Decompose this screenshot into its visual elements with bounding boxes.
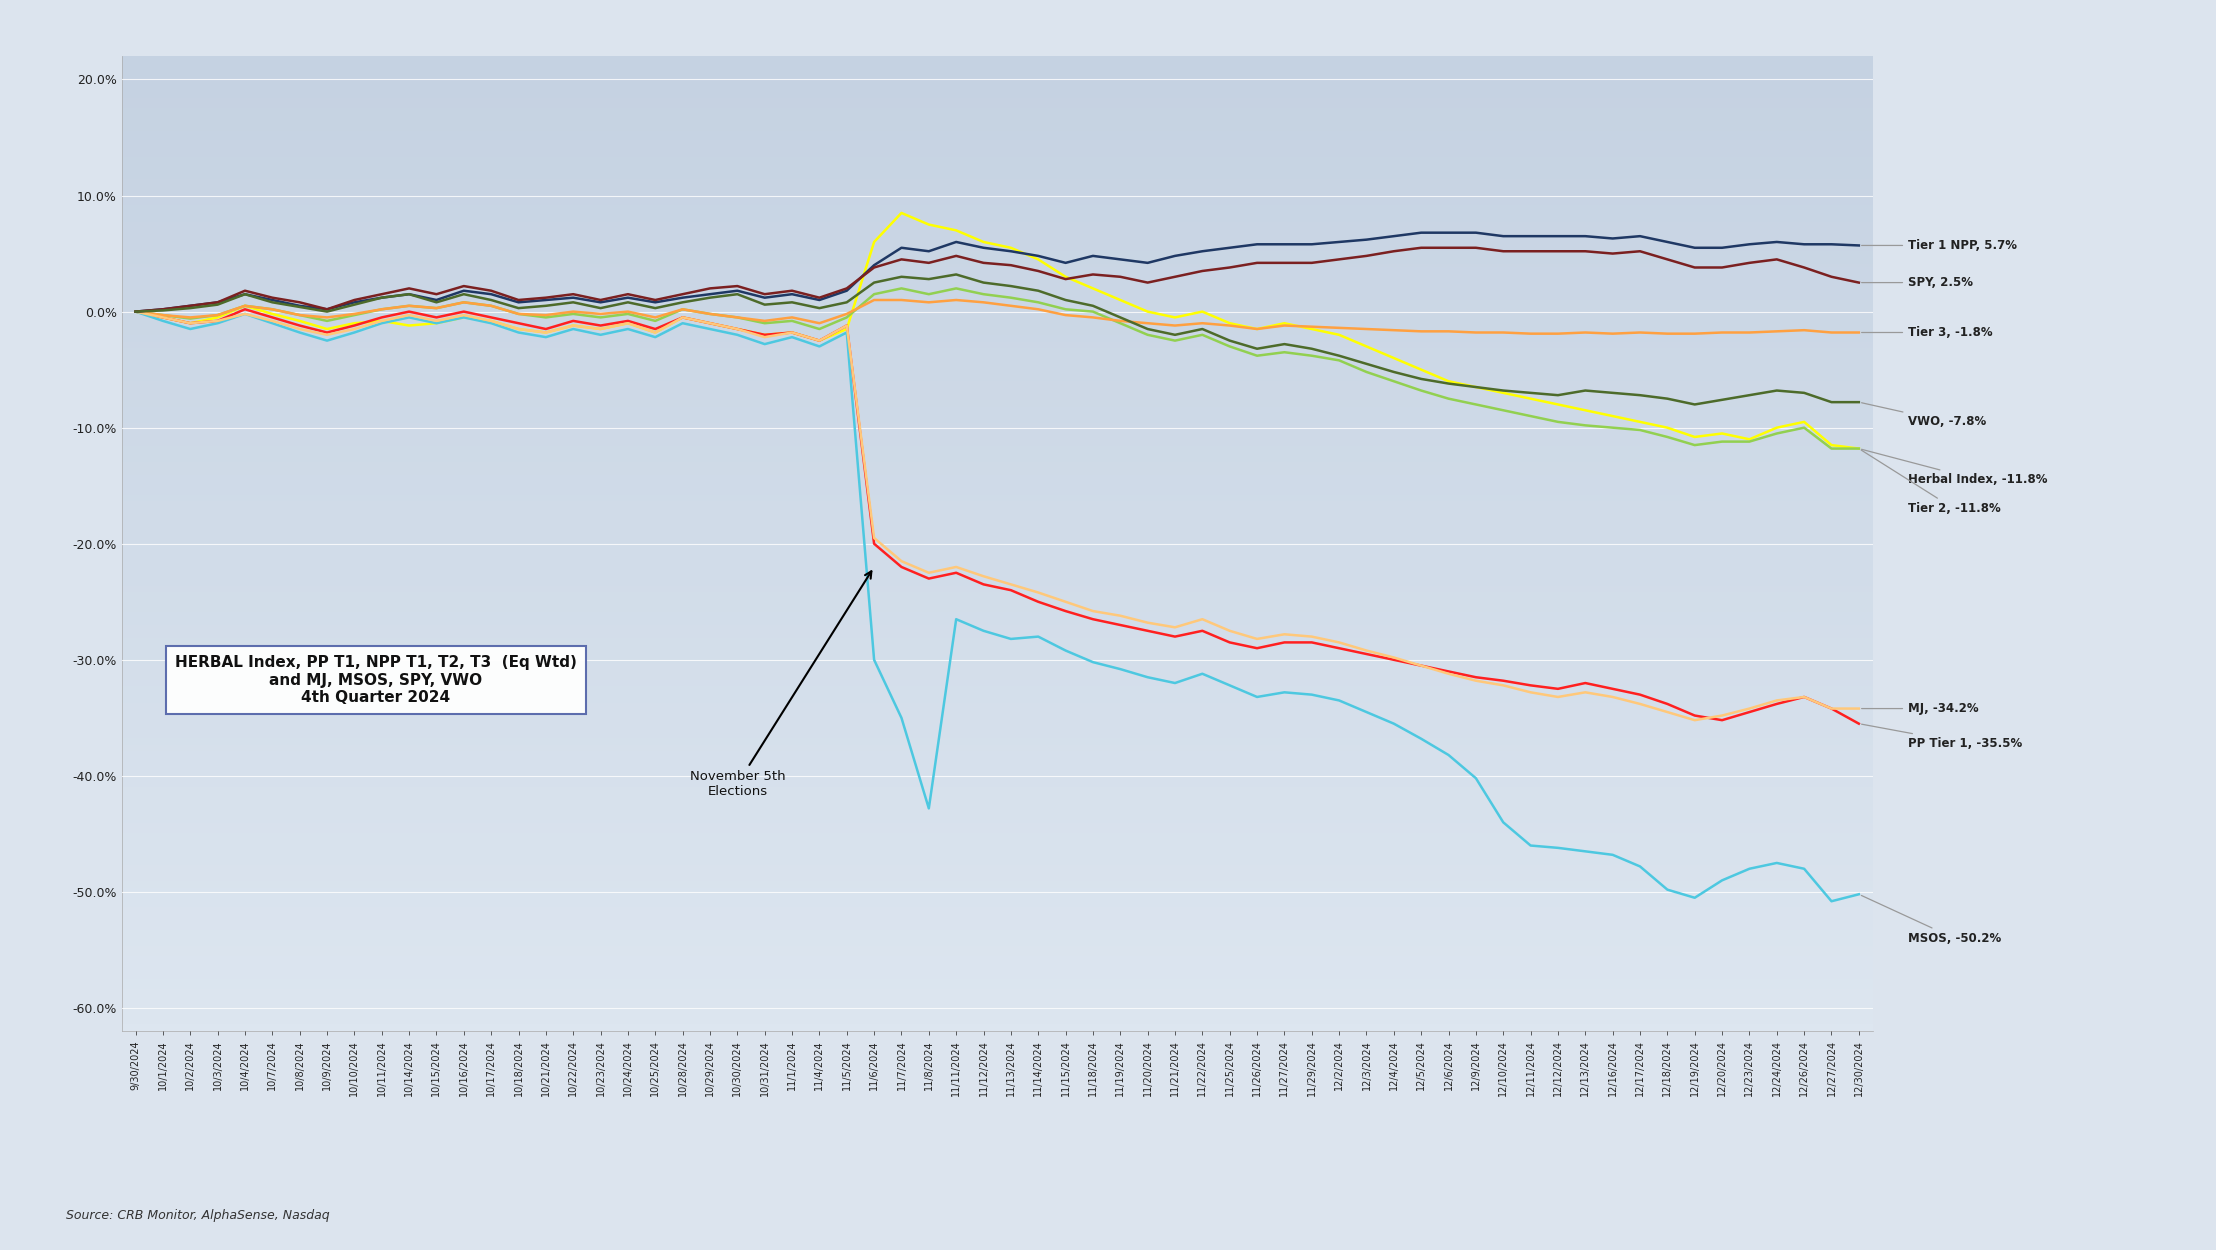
Text: Tier 3, -1.8%: Tier 3, -1.8% xyxy=(1861,326,1992,339)
Text: MJ, -34.2%: MJ, -34.2% xyxy=(1861,703,1979,715)
Text: November 5th
Elections: November 5th Elections xyxy=(689,571,871,798)
Text: MSOS, -50.2%: MSOS, -50.2% xyxy=(1861,895,2001,945)
Text: SPY, 2.5%: SPY, 2.5% xyxy=(1861,276,1972,289)
Text: Herbal Index, -11.8%: Herbal Index, -11.8% xyxy=(1861,449,2048,486)
Text: Source: CRB Monitor, AlphaSense, Nasdaq: Source: CRB Monitor, AlphaSense, Nasdaq xyxy=(66,1209,330,1221)
Text: Tier 1 NPP, 5.7%: Tier 1 NPP, 5.7% xyxy=(1861,239,2017,252)
Text: VWO, -7.8%: VWO, -7.8% xyxy=(1861,402,1986,429)
Text: Tier 2, -11.8%: Tier 2, -11.8% xyxy=(1861,450,2001,515)
Text: HERBAL Index, PP T1, NPP T1, T2, T3  (Eq Wtd)
and MJ, MSOS, SPY, VWO
4th Quarter: HERBAL Index, PP T1, NPP T1, T2, T3 (Eq … xyxy=(175,655,576,705)
Text: PP Tier 1, -35.5%: PP Tier 1, -35.5% xyxy=(1861,724,2023,750)
